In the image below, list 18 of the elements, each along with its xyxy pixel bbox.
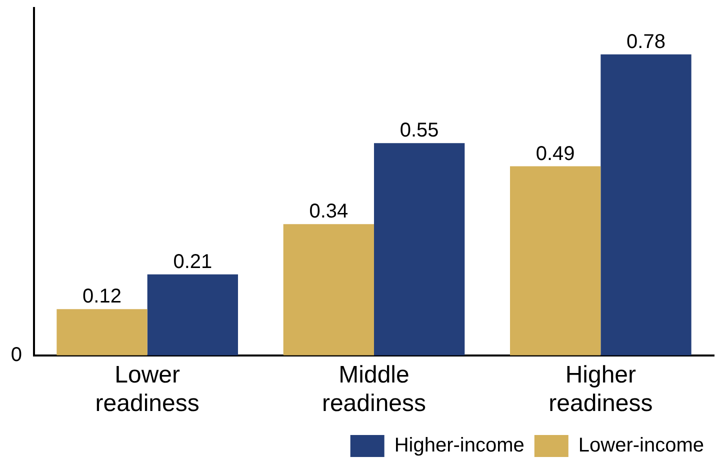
bar	[510, 166, 601, 356]
bar	[283, 224, 374, 356]
x-tick-label: Higher readiness	[548, 361, 653, 418]
x-tick-label: Lower readiness	[95, 361, 200, 418]
bar	[600, 54, 692, 356]
data-label: 0.78	[626, 30, 666, 53]
bar	[374, 143, 465, 356]
bar	[56, 309, 148, 356]
bar	[147, 274, 238, 356]
text: 0	[10, 344, 22, 366]
legend-label: Higher-income	[394, 434, 524, 457]
data-label: 0.55	[400, 120, 439, 142]
data-label: 0.12	[82, 286, 122, 308]
data-label: 0.34	[309, 200, 348, 223]
legend-label: Lower-income	[578, 434, 704, 457]
data-label: 0.49	[536, 142, 575, 165]
data-label: 0.21	[173, 250, 212, 273]
x-tick-label: Middle readiness	[322, 361, 426, 418]
